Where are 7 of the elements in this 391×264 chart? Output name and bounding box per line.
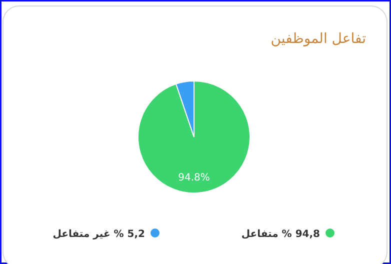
legend-item: 94,8 % متفاعل bbox=[241, 228, 334, 240]
data-label: 94.8% bbox=[178, 172, 210, 184]
chart-title: تفاعل الموظفين bbox=[270, 31, 366, 47]
pie-slice bbox=[138, 80, 250, 194]
legend-label: 5,2 % غير متفاعل bbox=[52, 229, 146, 240]
legend-item: 5,2 % غير متفاعل bbox=[52, 228, 160, 240]
legend-label: 94,8 % متفاعل bbox=[241, 229, 320, 240]
